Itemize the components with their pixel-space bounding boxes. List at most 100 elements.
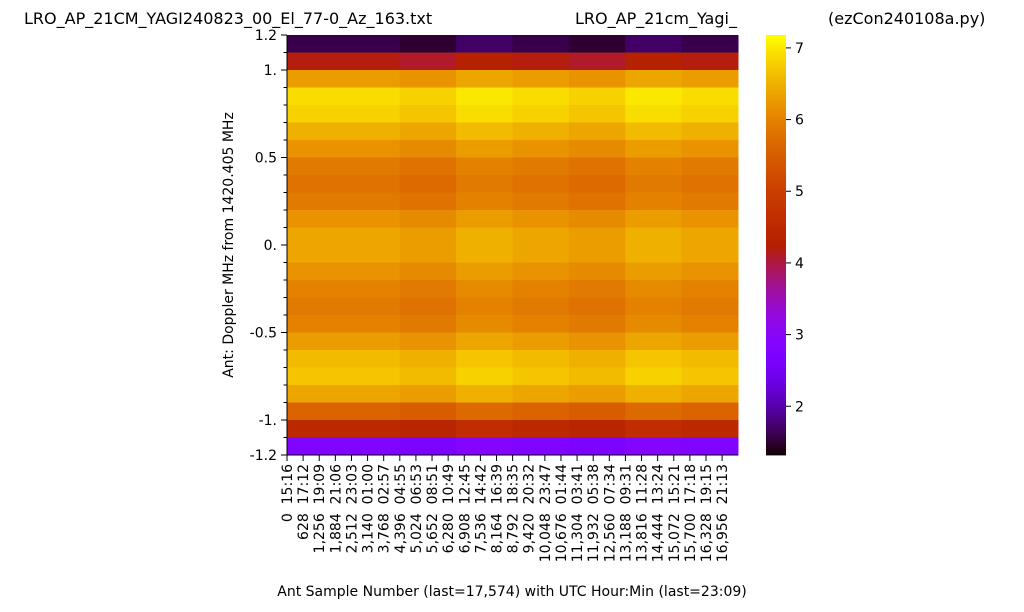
colorbar-segment [766, 410, 786, 414]
heatmap-cell [399, 87, 457, 106]
heatmap-cell [399, 367, 457, 386]
heatmap-cell [681, 402, 739, 421]
x-tick-label: 6,280 10:49 [441, 464, 457, 553]
colorbar-segment [766, 203, 786, 207]
heatmap-cell [681, 210, 739, 228]
heatmap-cell [681, 385, 739, 403]
y-tick-label: 0.5 [255, 151, 277, 167]
heatmap-cell [399, 157, 457, 176]
colorbar-segment [766, 248, 786, 252]
heatmap-cell [568, 402, 626, 421]
heatmap-cell [681, 332, 739, 351]
heatmap-cell [681, 105, 739, 123]
heatmap-cell [681, 52, 739, 71]
heatmap-cell [512, 350, 570, 368]
colorbar-segment [766, 380, 786, 384]
heatmap-cell [568, 35, 626, 53]
heatmap-cell [456, 262, 513, 281]
heatmap-cell [625, 122, 683, 141]
heatmap-cell [568, 157, 626, 176]
colorbar-segment [766, 158, 786, 162]
colorbar-segment [766, 119, 786, 123]
colorbar-segment [766, 383, 786, 387]
colorbar-segment [766, 341, 786, 345]
heatmap-cell [343, 245, 401, 263]
heatmap-cell [287, 157, 344, 176]
colorbar-segment [766, 137, 786, 141]
heatmap-cell [681, 367, 739, 386]
heatmap-cell [681, 175, 739, 193]
colorbar-segment [766, 56, 786, 60]
colorbar-segment [766, 425, 786, 429]
colorbar-segment [766, 368, 786, 372]
heatmap-cell [568, 210, 626, 228]
heatmap-cell [568, 367, 626, 386]
colorbar-segment [766, 167, 786, 171]
y-tick-label: 1. [264, 63, 277, 79]
heatmap-cell [625, 87, 683, 106]
colorbar-segment [766, 404, 786, 408]
x-tick-label: 6,908 12:45 [457, 464, 473, 553]
heatmap-cell [343, 70, 401, 88]
colorbar-segment [766, 359, 786, 363]
heatmap-cell [512, 245, 570, 263]
x-tick-label: 9,420 20:32 [522, 464, 538, 553]
y-axis-label: Ant: Doppler MHz from 1420.405 MHz [221, 112, 237, 378]
x-tick-label: 15,072 15:21 [667, 464, 683, 562]
colorbar-segment [766, 440, 786, 444]
heatmap-cell [456, 332, 513, 351]
colorbar-segment [766, 230, 786, 234]
colorbar-segment [766, 365, 786, 369]
heatmap-cell [343, 367, 401, 386]
heatmap-cell [568, 122, 626, 141]
colorbar-segment [766, 344, 786, 348]
colorbar-segment [766, 293, 786, 297]
heatmap-cell [681, 315, 739, 333]
colorbar-segment [766, 74, 786, 78]
colorbar-segment [766, 374, 786, 378]
heatmap-cell [287, 385, 344, 403]
colorbar-segment [766, 401, 786, 405]
heatmap-cell [681, 157, 739, 176]
heatmap-cell [399, 350, 457, 368]
heatmap-cell [625, 402, 683, 421]
heatmap-cell [625, 157, 683, 176]
y-tick-label: -0.5 [250, 326, 277, 342]
colorbar-segment [766, 323, 786, 327]
colorbar-segment [766, 116, 786, 120]
x-tick-label: 14,444 13:24 [651, 464, 667, 562]
colorbar-segment [766, 362, 786, 366]
colorbar-segment [766, 446, 786, 450]
heatmap-cell [512, 227, 570, 246]
heatmap-cell [287, 437, 344, 456]
heatmap-cell [568, 280, 626, 298]
heatmap-cell [625, 105, 683, 123]
colorbar-segment [766, 353, 786, 357]
x-tick-label: 16,328 19:15 [699, 464, 715, 562]
heatmap-cell [625, 262, 683, 281]
colorbar-segment [766, 398, 786, 402]
colorbar-segment [766, 152, 786, 156]
heatmap-cell [399, 437, 457, 456]
heatmap-cell [456, 105, 513, 123]
colorbar-segment [766, 314, 786, 318]
colorbar-segment [766, 416, 786, 420]
y-tick-label: 1.2 [255, 28, 277, 44]
heatmap-cell [399, 385, 457, 403]
heatmap-cell [287, 315, 344, 333]
heatmap-cell [343, 420, 401, 438]
colorbar-segment [766, 50, 786, 54]
x-tick-label: 1,256 19:09 [312, 464, 328, 553]
colorbar-segment [766, 209, 786, 213]
heatmap-cell [399, 140, 457, 158]
heatmap-cell [625, 52, 683, 71]
heatmap-cell [625, 315, 683, 333]
heatmap-cell [343, 385, 401, 403]
colorbar-segment [766, 107, 786, 111]
heatmap-cell [399, 122, 457, 141]
colorbar-segment [766, 407, 786, 411]
heatmap-cell [399, 52, 457, 71]
colorbar-segment [766, 395, 786, 399]
heatmap-cell [625, 297, 683, 316]
heatmap-cell [512, 210, 570, 228]
